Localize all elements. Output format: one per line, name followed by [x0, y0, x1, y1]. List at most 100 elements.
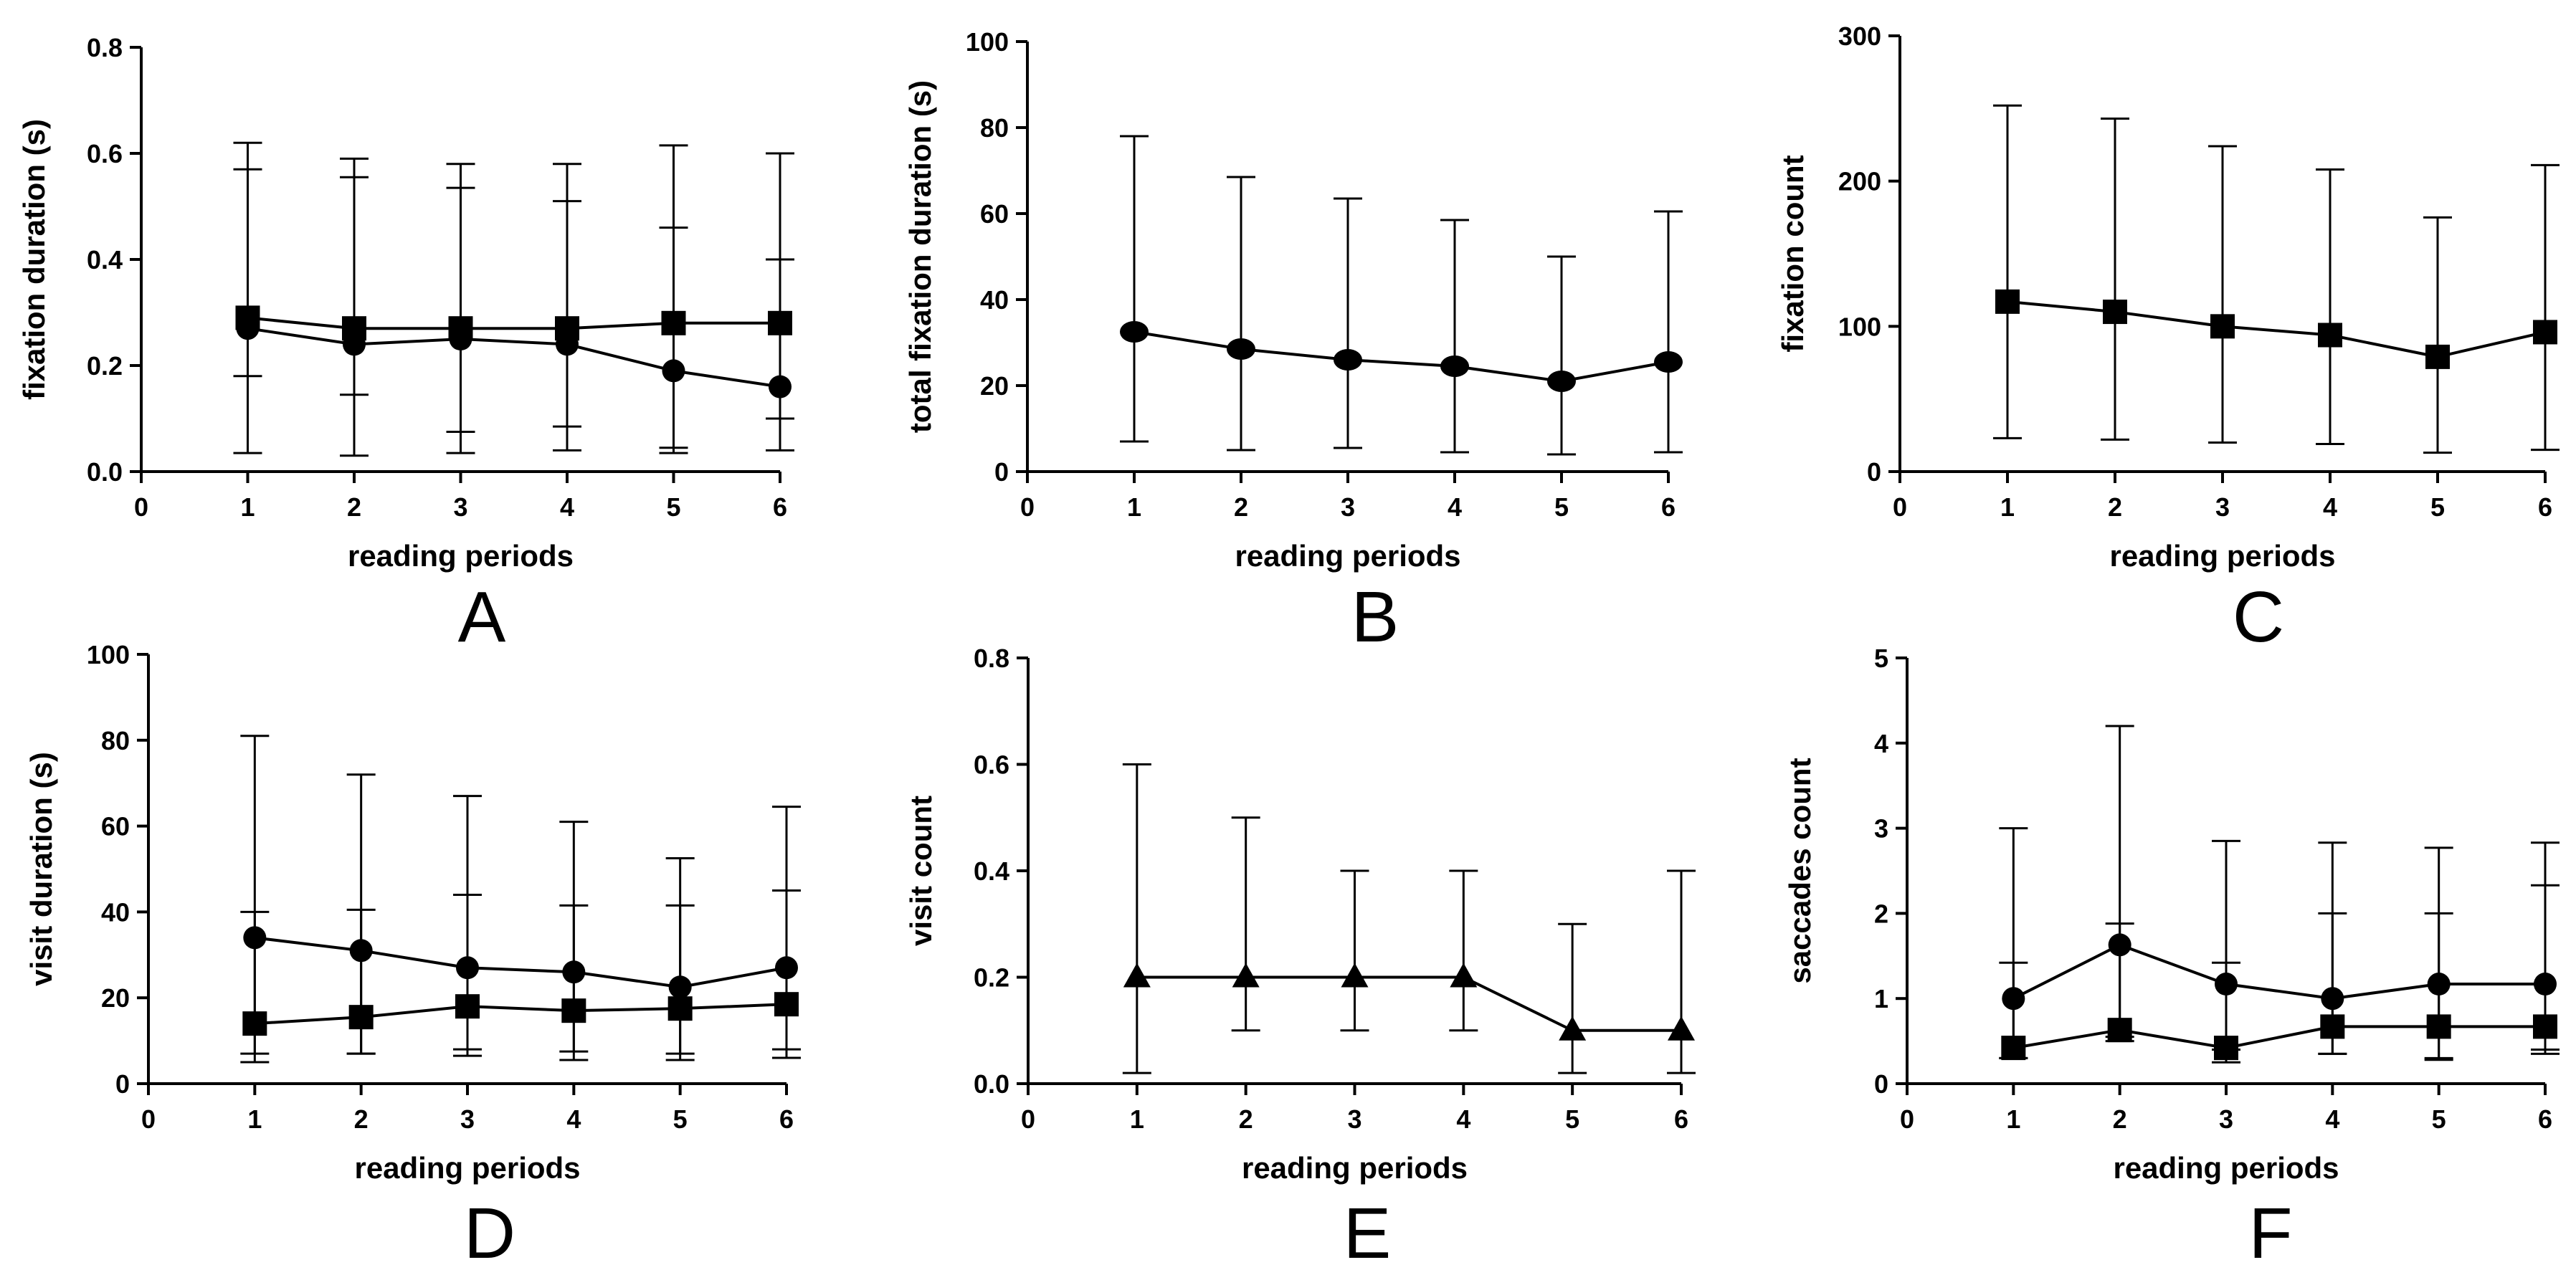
data-point [449, 328, 472, 350]
panel-d: 0 20 40 60 80 100 0 1 2 3 4 5 6 reading periods visit … [24, 640, 801, 1270]
x-tick-label: 5 [673, 1104, 688, 1134]
series-line [1136, 975, 1681, 1032]
data-point [774, 992, 799, 1017]
series-line [247, 316, 780, 330]
y-tick-label: 300 [1838, 22, 1881, 51]
y-tick-label: 0.8 [974, 644, 1009, 673]
y-axis-label: total fixation duration (s) [903, 80, 937, 433]
y-tick-label: 0.2 [974, 963, 1009, 993]
data-point [2533, 1014, 2557, 1039]
y-axis-label: fixation count [1776, 155, 1810, 352]
data-point [343, 333, 366, 356]
data-point [2210, 314, 2235, 339]
x-tick-label: 2 [2108, 492, 2122, 522]
y-tick-label: 200 [1838, 167, 1881, 196]
series-square [240, 889, 801, 1064]
panel-e: 0.0 0.2 0.4 0.6 0.8 0 1 2 3 4 5 6 reading periods vis… [904, 644, 1696, 1270]
x-tick-label: 3 [2215, 492, 2230, 522]
x-tick-label: 2 [347, 492, 361, 522]
series-square [1993, 104, 2560, 454]
x-tick-label: 3 [460, 1104, 475, 1134]
x-tick-label: 4 [1456, 1104, 1470, 1134]
data-point [2318, 323, 2342, 348]
series-line [2012, 943, 2545, 1001]
data-point [1334, 349, 1362, 371]
y-tick-label: 60 [101, 812, 130, 841]
data-point [561, 998, 586, 1023]
y-tick-label: 20 [980, 371, 1009, 401]
x-tick-label: 5 [1554, 492, 1569, 522]
series-line [2007, 300, 2546, 358]
data-point [1232, 963, 1260, 988]
x-tick-label: 5 [666, 492, 680, 522]
x-tick-label: 0 [1893, 492, 1907, 522]
data-point [2107, 1018, 2132, 1043]
data-point [1120, 321, 1149, 343]
x-tick-label: 6 [2538, 1104, 2552, 1134]
x-tick-label: 1 [247, 1104, 262, 1134]
y-tick-label: 4 [1874, 729, 1888, 758]
panel-letter: F [2248, 1193, 2292, 1270]
panel-a: 0.0 0.2 0.4 0.6 0.8 0 1 2 3 4 5 6 reading periods fix… [17, 33, 794, 657]
series-line [1133, 330, 1669, 383]
x-axis-label: reading periods [1242, 1151, 1468, 1185]
y-tick-label: 40 [980, 285, 1009, 315]
x-axis-label: reading periods [2109, 539, 2335, 573]
x-tick-label: 1 [240, 492, 255, 522]
y-tick-label: 80 [101, 726, 130, 755]
x-tick-label: 4 [1448, 492, 1462, 522]
series-triangle [1122, 763, 1696, 1074]
data-point [236, 317, 260, 340]
y-tick-label: 100 [87, 640, 130, 669]
y-tick-label: 3 [1874, 814, 1888, 844]
data-point [2425, 344, 2450, 369]
y-axis-label: visit duration (s) [24, 752, 58, 986]
x-tick-label: 1 [2000, 492, 2015, 522]
x-tick-label: 0 [1020, 492, 1035, 522]
y-tick-label: 2 [1874, 899, 1888, 928]
series-line [247, 327, 781, 388]
data-point [1440, 355, 1469, 377]
panel-c: 0 100 200 300 0 1 2 3 4 5 6 reading periods fixation… [1776, 22, 2560, 657]
y-tick-label: 100 [966, 27, 1009, 57]
panel-letter: B [1351, 577, 1399, 657]
data-point [1547, 371, 1576, 392]
y-tick-label: 0.4 [974, 856, 1009, 886]
x-tick-label: 2 [354, 1104, 369, 1134]
panel-letter: D [464, 1193, 515, 1270]
y-tick-label: 60 [980, 199, 1009, 229]
y-tick-label: 20 [101, 983, 130, 1013]
x-tick-label: 4 [566, 1104, 581, 1134]
x-tick-label: 4 [2323, 492, 2337, 522]
data-point [769, 375, 792, 398]
y-tick-label: 0.0 [87, 457, 123, 487]
x-tick-label: 4 [2325, 1104, 2339, 1134]
x-axis-label: reading periods [1235, 539, 1460, 573]
series-circle [1999, 725, 2560, 1059]
data-point [1450, 963, 1478, 988]
x-tick-label: 3 [453, 492, 467, 522]
y-axis-label: fixation duration (s) [17, 119, 51, 400]
data-point [2320, 1014, 2345, 1039]
x-tick-label: 2 [1234, 492, 1248, 522]
panel-letter: E [1344, 1193, 1392, 1270]
x-tick-label: 5 [1565, 1104, 1579, 1134]
x-tick-label: 5 [2432, 1104, 2446, 1134]
x-axis-label: reading periods [348, 539, 574, 573]
y-tick-label: 100 [1838, 312, 1881, 341]
panel-b: 0 20 40 60 80 100 0 1 2 3 4 5 6 reading periods total … [903, 27, 1683, 657]
y-tick-label: 0.8 [87, 33, 123, 62]
x-tick-label: 6 [1674, 1104, 1688, 1134]
data-point [1341, 963, 1369, 988]
data-point [1995, 289, 2020, 314]
x-tick-label: 6 [1661, 492, 1676, 522]
y-tick-label: 0.6 [974, 750, 1009, 780]
data-point [556, 333, 579, 356]
y-tick-label: 1 [1874, 984, 1888, 1013]
y-tick-label: 0 [1874, 1069, 1888, 1099]
y-tick-label: 0.6 [87, 139, 123, 168]
data-point [1123, 963, 1151, 988]
x-tick-label: 4 [560, 492, 574, 522]
y-tick-label: 0.0 [974, 1069, 1009, 1099]
